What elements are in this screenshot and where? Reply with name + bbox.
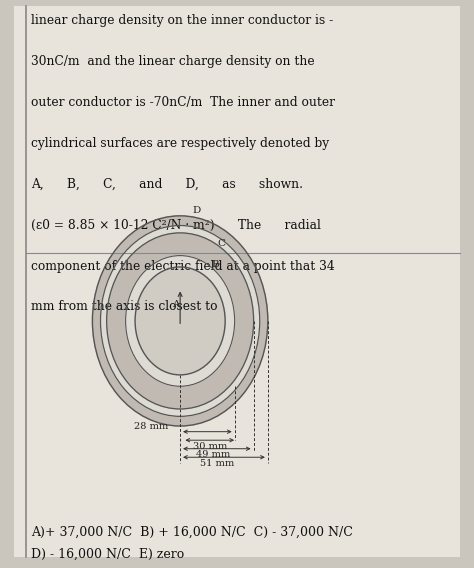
Text: A,      B,      C,      and      D,      as      shown.: A, B, C, and D, as shown. bbox=[31, 178, 303, 191]
Text: 30 mm: 30 mm bbox=[192, 442, 227, 451]
Text: 28 mm: 28 mm bbox=[134, 421, 168, 431]
Text: 51 mm: 51 mm bbox=[200, 459, 234, 468]
Text: mm from the axis is closest to: mm from the axis is closest to bbox=[31, 300, 217, 314]
Text: component of the electric field at a point that 34: component of the electric field at a poi… bbox=[31, 260, 335, 273]
Circle shape bbox=[92, 216, 268, 426]
Circle shape bbox=[135, 267, 225, 375]
Text: 30nC/m  and the linear charge density on the: 30nC/m and the linear charge density on … bbox=[31, 55, 314, 68]
Text: C: C bbox=[218, 239, 226, 248]
Text: D) - 16,000 N/C  E) zero: D) - 16,000 N/C E) zero bbox=[31, 548, 184, 561]
Text: A: A bbox=[172, 300, 179, 309]
Text: (ε0 = 8.85 × 10-12 C²/N · m²)      The      radial: (ε0 = 8.85 × 10-12 C²/N · m²) The radial bbox=[31, 219, 321, 232]
Circle shape bbox=[100, 225, 260, 416]
Circle shape bbox=[107, 233, 254, 409]
Text: D: D bbox=[193, 206, 201, 215]
Text: 49 mm: 49 mm bbox=[196, 450, 230, 460]
Text: B: B bbox=[211, 260, 219, 269]
Text: outer conductor is -70nC/m  The inner and outer: outer conductor is -70nC/m The inner and… bbox=[31, 96, 335, 109]
Text: linear charge density on the inner conductor is -: linear charge density on the inner condu… bbox=[31, 14, 333, 27]
Text: A)+ 37,000 N/C  B) + 16,000 N/C  C) - 37,000 N/C: A)+ 37,000 N/C B) + 16,000 N/C C) - 37,0… bbox=[31, 525, 353, 538]
Circle shape bbox=[126, 256, 235, 386]
Text: cylindrical surfaces are respectively denoted by: cylindrical surfaces are respectively de… bbox=[31, 137, 329, 150]
